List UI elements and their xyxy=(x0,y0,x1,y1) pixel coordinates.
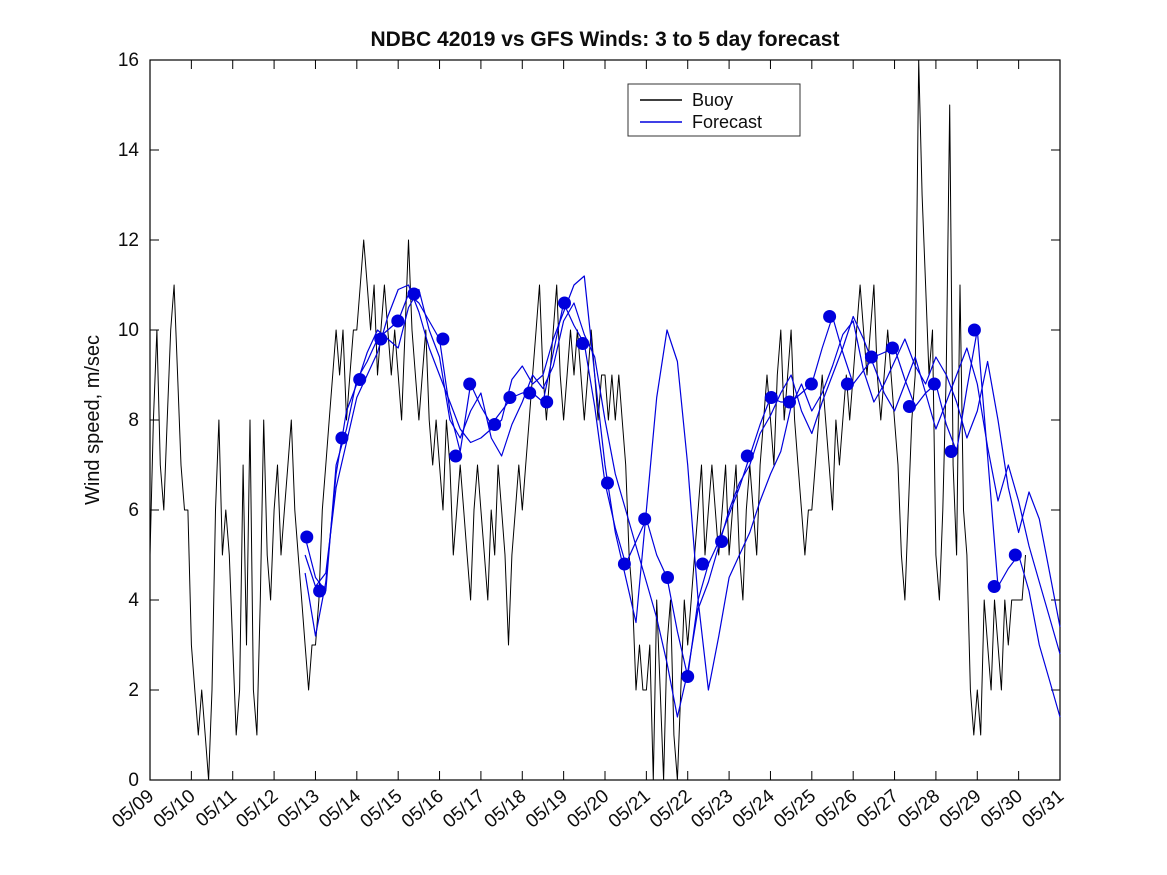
x-tick-label: 05/13 xyxy=(274,786,324,833)
series-buoy xyxy=(149,59,1026,781)
forecast-marker xyxy=(391,314,405,328)
x-tick-label: 05/23 xyxy=(687,786,737,833)
x-tick-label: 05/24 xyxy=(729,785,779,832)
forecast-marker xyxy=(300,530,314,544)
forecast-marker xyxy=(540,395,554,409)
forecast-marker xyxy=(696,557,710,571)
x-tick-label: 05/11 xyxy=(192,786,241,832)
forecast-marker xyxy=(335,431,349,445)
forecast-marker xyxy=(374,332,388,346)
forecast-marker xyxy=(523,386,537,400)
y-tick-label: 0 xyxy=(128,770,139,791)
forecast-marker xyxy=(927,377,941,391)
y-tick-label: 14 xyxy=(118,140,140,161)
forecast-marker xyxy=(987,580,1001,593)
forecast-marker xyxy=(558,296,571,310)
forecast-marker xyxy=(353,373,367,386)
legend-box xyxy=(627,83,801,137)
y-tick-label: 16 xyxy=(118,50,139,71)
x-tick-label: 05/17 xyxy=(439,786,489,833)
forecast-marker xyxy=(886,341,899,355)
x-tick-label: 05/19 xyxy=(522,786,572,833)
forecast-marker xyxy=(902,400,916,413)
forecast-marker xyxy=(823,310,837,323)
forecast-marker xyxy=(783,395,796,409)
forecast-marker xyxy=(617,557,631,571)
forecast-marker xyxy=(1008,548,1022,562)
x-tick-label: 05/26 xyxy=(811,786,861,833)
forecast-marker xyxy=(313,584,327,598)
x-tick-label: 05/16 xyxy=(398,786,448,833)
forecast-marker xyxy=(463,377,477,391)
forecast-marker xyxy=(436,332,450,346)
y-tick-label: 10 xyxy=(118,320,139,341)
x-tick-label: 05/31 xyxy=(1018,786,1068,833)
series-forecast-run-3 xyxy=(304,288,1061,718)
y-tick-label: 12 xyxy=(118,230,139,251)
forecast-marker xyxy=(804,377,818,391)
forecast-marker xyxy=(740,449,754,463)
x-tick-label: 05/22 xyxy=(646,786,696,833)
y-axis-label: Wind speed, m/sec xyxy=(82,335,104,505)
forecast-marker xyxy=(661,571,674,584)
forecast-marker xyxy=(764,391,778,404)
x-tick-label: 05/21 xyxy=(605,786,655,833)
x-tick-label: 05/18 xyxy=(481,786,531,833)
forecast-marker xyxy=(715,535,729,548)
forecast-marker xyxy=(601,476,614,490)
forecast-marker xyxy=(449,449,463,463)
forecast-marker xyxy=(840,377,854,391)
forecast-marker xyxy=(576,337,590,350)
forecast-marker xyxy=(638,512,652,526)
y-tick-label: 8 xyxy=(128,410,139,431)
forecast-marker xyxy=(681,670,695,683)
x-tick-label: 05/09 xyxy=(108,786,158,833)
x-tick-label: 05/20 xyxy=(563,786,613,833)
x-tick-label: 05/14 xyxy=(315,785,365,832)
x-tick-label: 05/25 xyxy=(770,786,820,833)
x-tick-label: 05/12 xyxy=(232,786,282,833)
x-tick-label: 05/28 xyxy=(894,786,944,833)
forecast-marker xyxy=(864,350,878,364)
forecast-marker xyxy=(503,391,517,404)
forecast-marker xyxy=(967,323,981,337)
forecast-marker xyxy=(407,287,421,301)
y-tick-label: 2 xyxy=(128,680,139,701)
x-tick-label: 05/15 xyxy=(356,786,406,833)
x-tick-label: 05/30 xyxy=(977,786,1027,833)
legend-label-buoy: Buoy xyxy=(692,90,733,110)
y-tick-label: 6 xyxy=(128,500,139,521)
y-tick-label: 4 xyxy=(128,590,139,611)
x-tick-label: 05/10 xyxy=(150,786,200,833)
x-tick-label: 05/29 xyxy=(936,786,986,833)
forecast-marker xyxy=(488,418,502,431)
legend-label-forecast: Forecast xyxy=(692,112,762,132)
series-forecast-run-2 xyxy=(304,275,1061,691)
chart-title: NDBC 42019 vs GFS Winds: 3 to 5 day fore… xyxy=(371,28,840,51)
forecast-marker xyxy=(944,445,958,458)
x-tick-label: 05/27 xyxy=(853,786,903,833)
